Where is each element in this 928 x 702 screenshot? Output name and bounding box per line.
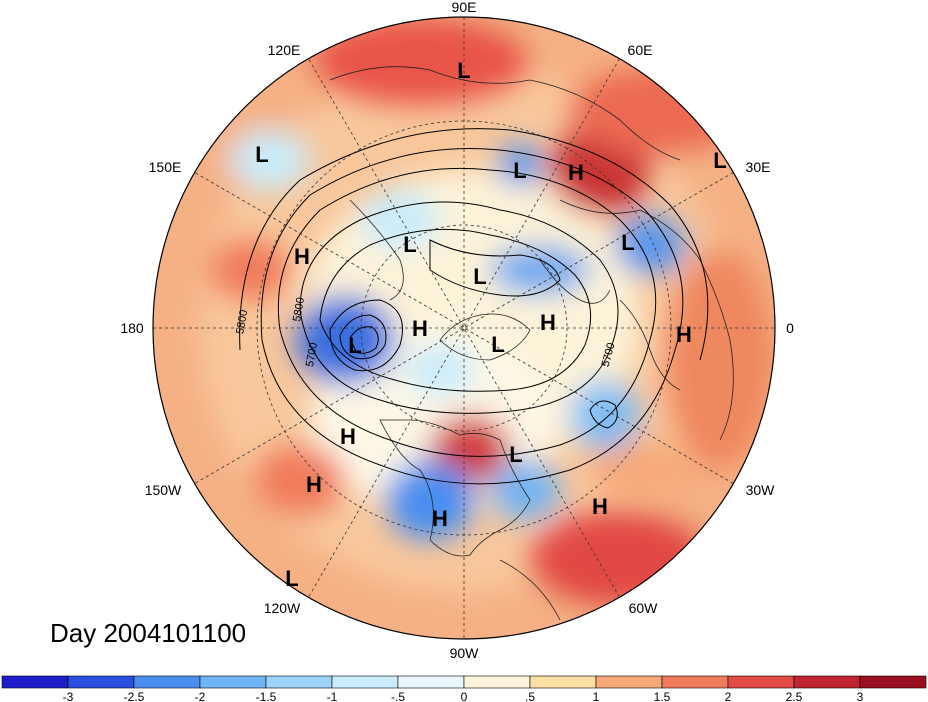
- lon-label-30w: 30W: [746, 482, 776, 498]
- colorbar-tick-label: -3: [63, 690, 74, 702]
- colorbar-tick-label: .5: [525, 690, 535, 702]
- lon-label-120e: 120E: [268, 42, 301, 58]
- pressure-center-label: H: [306, 472, 322, 497]
- colorbar-swatch: [67, 675, 135, 689]
- pressure-center-label: H: [676, 322, 692, 347]
- colorbar-tick-label: 2: [725, 690, 732, 702]
- map-boundary: [152, 16, 776, 640]
- coastlines: [329, 66, 734, 621]
- colorbar-tick-label: 1: [593, 690, 600, 702]
- colorbar-swatch: [859, 675, 927, 689]
- pressure-center-label: L: [403, 232, 416, 257]
- colorbar-swatch: [265, 675, 333, 689]
- height-contours: [239, 128, 709, 485]
- colorbar-swatch: [463, 675, 531, 689]
- lon-label-150e: 150E: [149, 159, 182, 175]
- colorbar-swatch: [199, 675, 267, 689]
- colorbar-tick-label: 2.5: [786, 690, 803, 702]
- pressure-center-label: H: [412, 316, 428, 341]
- pressure-center-label: H: [540, 310, 556, 335]
- colorbar-swatch: [133, 675, 201, 689]
- colorbar-tick-label: -.5: [391, 690, 405, 702]
- pressure-center-label: L: [285, 566, 298, 591]
- colorbar: -3 -2.5 -2 -1.5 -1 -.5 0 .5 1 1.5 2 2.5 3: [1, 675, 927, 702]
- contour-label: 5800: [291, 296, 307, 322]
- contour-label: 5700: [304, 342, 320, 368]
- lon-label-0: 0: [786, 320, 794, 336]
- lon-label-120w: 120W: [264, 600, 301, 616]
- pressure-center-label: L: [509, 442, 522, 467]
- lon-label-150w: 150W: [145, 482, 182, 498]
- pressure-center-label: L: [513, 158, 526, 183]
- pressure-center-label: H: [592, 494, 608, 519]
- pressure-center-label: L: [457, 58, 470, 83]
- contour-label: 5800: [234, 309, 250, 335]
- plot-title: Day 2004101100: [50, 618, 247, 648]
- lon-label-90w: 90W: [450, 645, 480, 661]
- lon-label-180: 180: [120, 320, 144, 336]
- pressure-center-label: H: [432, 506, 448, 531]
- colorbar-swatch: [727, 675, 795, 689]
- graticule: [153, 17, 775, 639]
- colorbar-tick-label: 0: [461, 690, 468, 702]
- colorbar-tick-label: -2.5: [124, 690, 145, 702]
- pressure-center-label: L: [348, 333, 361, 358]
- colorbar-swatch: [331, 675, 399, 689]
- colorbar-tick-label: -1: [327, 690, 338, 702]
- colorbar-swatch: [1, 675, 69, 689]
- pressure-center-label: L: [621, 230, 634, 255]
- pressure-center-label: H: [294, 244, 310, 269]
- colorbar-tick-label: 3: [857, 690, 864, 702]
- colorbar-tick-label: -1.5: [256, 690, 277, 702]
- colorbar-swatch: [595, 675, 663, 689]
- colorbar-tick-label: -2: [195, 690, 206, 702]
- lon-label-30e: 30E: [746, 159, 771, 175]
- colorbar-swatch: [661, 675, 729, 689]
- pressure-center-label: L: [713, 148, 726, 173]
- pressure-center-label: L: [491, 332, 504, 357]
- pressure-center-label: H: [340, 424, 356, 449]
- colorbar-tick-label: 1.5: [654, 690, 671, 702]
- colorbar-swatch: [529, 675, 597, 689]
- pressure-centers: L L L H L H L L H L H H L H L H L H H L: [255, 58, 726, 591]
- pressure-center-label: L: [255, 142, 268, 167]
- colorbar-swatch: [397, 675, 465, 689]
- colorbar-swatch: [793, 675, 861, 689]
- lon-label-60w: 60W: [629, 600, 659, 616]
- lon-label-60e: 60E: [628, 42, 653, 58]
- lon-label-90e: 90E: [452, 0, 477, 15]
- pressure-center-label: L: [473, 264, 486, 289]
- pressure-center-label: H: [568, 160, 584, 185]
